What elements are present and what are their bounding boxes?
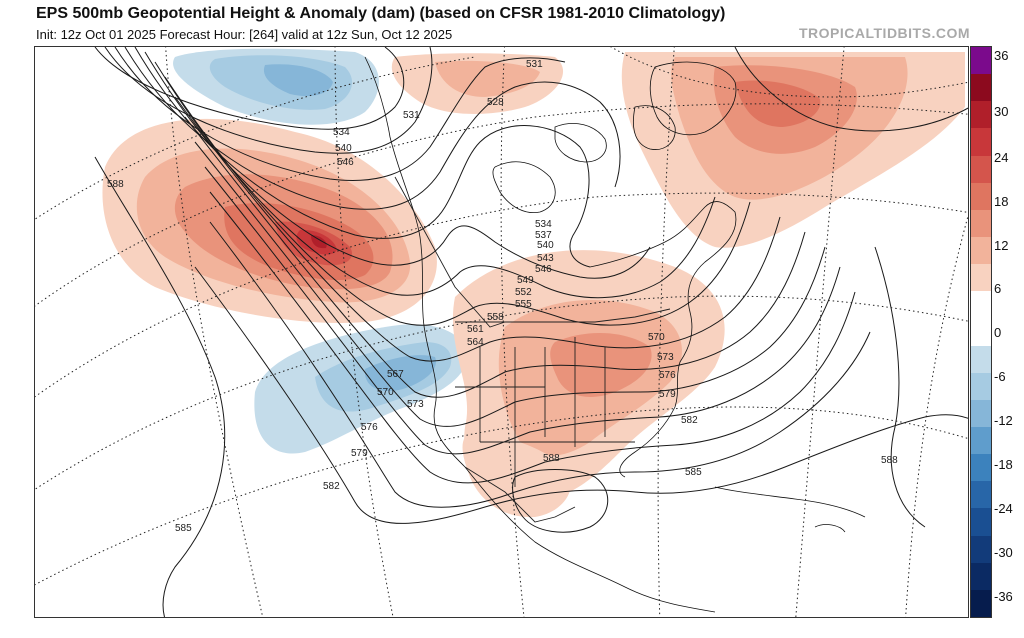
contour-label: 534	[333, 127, 350, 138]
colorbar-segment	[971, 589, 991, 618]
colorbar-segment	[971, 128, 991, 157]
map-panel: 531 531 528 534 540 546 588 534 537 540 …	[34, 46, 969, 618]
colorbar-segment	[971, 454, 991, 482]
colorbar-label: -24	[994, 501, 1013, 516]
contour-label: 546	[535, 264, 552, 275]
contour-label: 588	[881, 455, 898, 466]
contour-label: 582	[681, 415, 698, 426]
colorbar-segment	[971, 47, 991, 75]
contour-label: 570	[648, 332, 665, 343]
contour-label: 549	[517, 275, 534, 286]
colorbar-label: 0	[994, 325, 1002, 340]
map-title: EPS 500mb Geopotential Height & Anomaly …	[36, 5, 726, 22]
map-canvas: 531 531 528 534 540 546 588 534 537 540 …	[35, 47, 968, 617]
contour-label: 540	[537, 240, 554, 251]
colorbar-label: -12	[994, 413, 1013, 428]
contour-label: 585	[685, 467, 702, 478]
colorbar-label: 24	[994, 150, 1009, 165]
colorbar-label: 12	[994, 238, 1009, 253]
contour-label: 576	[361, 422, 378, 433]
contour-label: 546	[337, 157, 354, 168]
map-subtitle: Init: 12z Oct 01 2025 Forecast Hour: [26…	[36, 27, 453, 42]
colorbar-segment	[971, 427, 991, 455]
contour-label: 531	[403, 110, 420, 121]
colorbar-segment	[971, 155, 991, 184]
colorbar-segment	[971, 264, 991, 292]
contour-label: 588	[543, 453, 560, 464]
colorbar-segment	[971, 481, 991, 509]
contour-label: 528	[487, 97, 504, 108]
colorbar-segment	[971, 372, 991, 401]
colorbar-segment	[971, 562, 991, 591]
contour-label: 567	[387, 369, 404, 380]
header: EPS 500mb Geopotential Height & Anomaly …	[0, 0, 1024, 46]
contour-label: 570	[377, 387, 394, 398]
political-borders	[394, 176, 671, 523]
colorbar-label: 6	[994, 281, 1002, 296]
contour-label: 585	[175, 523, 192, 534]
colorbar-label: -18	[994, 457, 1013, 472]
colorbar-label: -36	[994, 589, 1013, 604]
colorbar-segment	[971, 291, 991, 319]
colorbar-label: 18	[994, 194, 1009, 209]
contour-label: 573	[657, 352, 674, 363]
colorbar-label: 30	[994, 104, 1009, 119]
colorbar-segment	[971, 345, 991, 374]
contour-label: 588	[107, 179, 124, 190]
contour-label: 564	[467, 337, 484, 348]
colorbar-segment	[971, 318, 991, 347]
colorbar-segment	[971, 237, 991, 265]
brand-watermark[interactable]: TROPICALTIDBITS.COM	[798, 25, 970, 41]
contour-label: 531	[526, 59, 543, 70]
anomaly-shading	[102, 48, 965, 518]
height-contours	[94, 47, 968, 617]
colorbar-label: 36	[994, 48, 1009, 63]
contour-label-group: 531 531 528 534 540 546 588 534 537 540 …	[107, 59, 898, 534]
contour-label: 555	[515, 299, 532, 310]
colorbar-label: -30	[994, 545, 1013, 560]
contour-label: 537	[535, 230, 552, 241]
contour-label: 579	[659, 389, 676, 400]
contour-label: 561	[467, 324, 484, 335]
colorbar-segment	[971, 535, 991, 564]
contour-label: 543	[537, 253, 554, 264]
contour-label: 573	[407, 399, 424, 410]
colorbar-segment	[971, 182, 991, 211]
colorbar-segment	[971, 74, 991, 102]
colorbar-segment	[971, 101, 991, 129]
contour-label: 540	[335, 143, 352, 154]
coastlines	[364, 56, 866, 613]
contour-label: 582	[323, 481, 340, 492]
contour-label: 558	[487, 312, 504, 323]
contour-label: 579	[351, 448, 368, 459]
colorbar-segment	[971, 508, 991, 537]
contour-label: 552	[515, 287, 532, 298]
colorbar-segment	[971, 209, 991, 238]
contour-label: 534	[535, 219, 552, 230]
anomaly-colorbar	[970, 46, 992, 618]
colorbar-label: -6	[994, 369, 1006, 384]
colorbar-segment	[971, 399, 991, 428]
contour-label: 576	[659, 370, 676, 381]
